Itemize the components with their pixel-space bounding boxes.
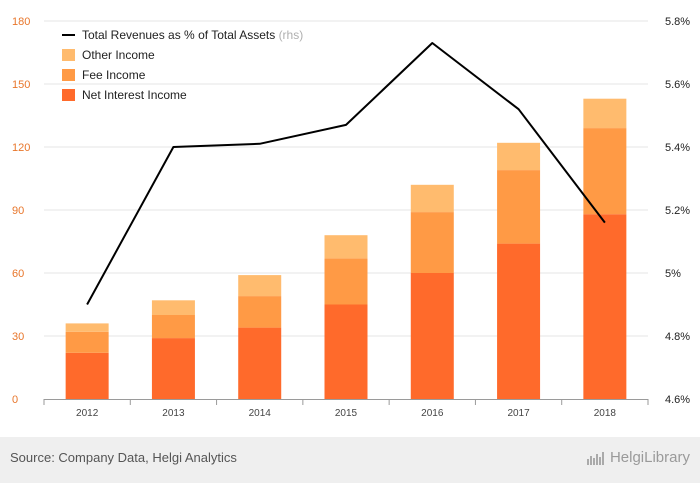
bar-segment (410, 212, 454, 273)
bars (65, 98, 627, 399)
bar-segment (238, 327, 282, 399)
y-tick-label: 180 (12, 16, 30, 28)
x-tick-label: 2017 (507, 408, 530, 419)
bar-segment (410, 273, 454, 399)
bar-segment (238, 296, 282, 328)
bar-segment (497, 142, 541, 171)
bar-segment (151, 300, 195, 315)
legend-swatch (62, 69, 75, 81)
bar-segment (238, 275, 282, 297)
bar-segment (324, 258, 368, 305)
bar-segment (65, 323, 109, 332)
x-tick-label: 2016 (421, 408, 444, 419)
legend: Total Revenues as % of Total Assets (rhs… (62, 28, 303, 102)
y-tick-label: 150 (12, 79, 30, 91)
brand-name: HelgiLibrary (609, 449, 690, 466)
bar-segment (497, 170, 541, 244)
x-tick-label: 2014 (249, 408, 272, 419)
y2-tick-label: 4.6% (665, 394, 690, 406)
legend-label: Other Income (82, 48, 155, 62)
y2-tick-label: 5.8% (665, 16, 690, 28)
bar-segment (497, 243, 541, 399)
y2-tick-label: 5% (665, 268, 681, 280)
bar-segment (65, 331, 109, 353)
revenue-ratio-line (86, 42, 606, 305)
y2-tick-label: 5.2% (665, 205, 690, 217)
source-note: Source: Company Data, Helgi Analytics (10, 450, 237, 465)
chart: 0 30 60 90 120 150 180 4.6% 4.8% 5% 5.2% 5.4% 5.6% 5.… (12, 16, 690, 419)
bar-segment (324, 235, 368, 259)
bar-segment (583, 128, 627, 215)
bar-segment (583, 214, 627, 399)
bar-segment (583, 98, 627, 129)
legend-label-line: Total Revenues as % of Total Assets (rhs… (82, 28, 303, 42)
bar-segment (65, 352, 109, 399)
footer (0, 437, 700, 483)
legend-label: Net Interest Income (82, 88, 187, 102)
y-tick-label: 0 (12, 394, 18, 406)
legend-swatch (62, 49, 75, 61)
bar-segment (151, 315, 195, 339)
legend-label: Fee Income (82, 68, 146, 82)
legend-swatch (62, 89, 75, 101)
grid (44, 20, 648, 337)
y2-tick-label: 4.8% (665, 331, 690, 343)
y2-tick-label: 5.6% (665, 79, 690, 91)
bar-segment (151, 338, 195, 399)
y-tick-label: 30 (12, 331, 24, 343)
library-icon (586, 452, 604, 466)
revenue-ratio-polyline (86, 42, 606, 305)
x-tick-label: 2018 (594, 408, 617, 419)
y-tick-label: 120 (12, 142, 30, 154)
legend-rhs-note: (rhs) (279, 28, 304, 42)
bar-segment (410, 184, 454, 213)
x-tick-label: 2013 (162, 408, 185, 419)
y-tick-label: 60 (12, 268, 24, 280)
bar-segment (324, 304, 368, 399)
brand-logo: HelgiLibrary (586, 449, 690, 466)
x-tick-label: 2012 (76, 408, 99, 419)
axes: 0 30 60 90 120 150 180 4.6% 4.8% 5% 5.2% 5.4% 5.6% 5.… (12, 16, 690, 419)
y-tick-label: 90 (12, 205, 24, 217)
y2-tick-label: 5.4% (665, 142, 690, 154)
x-tick-label: 2015 (335, 408, 358, 419)
